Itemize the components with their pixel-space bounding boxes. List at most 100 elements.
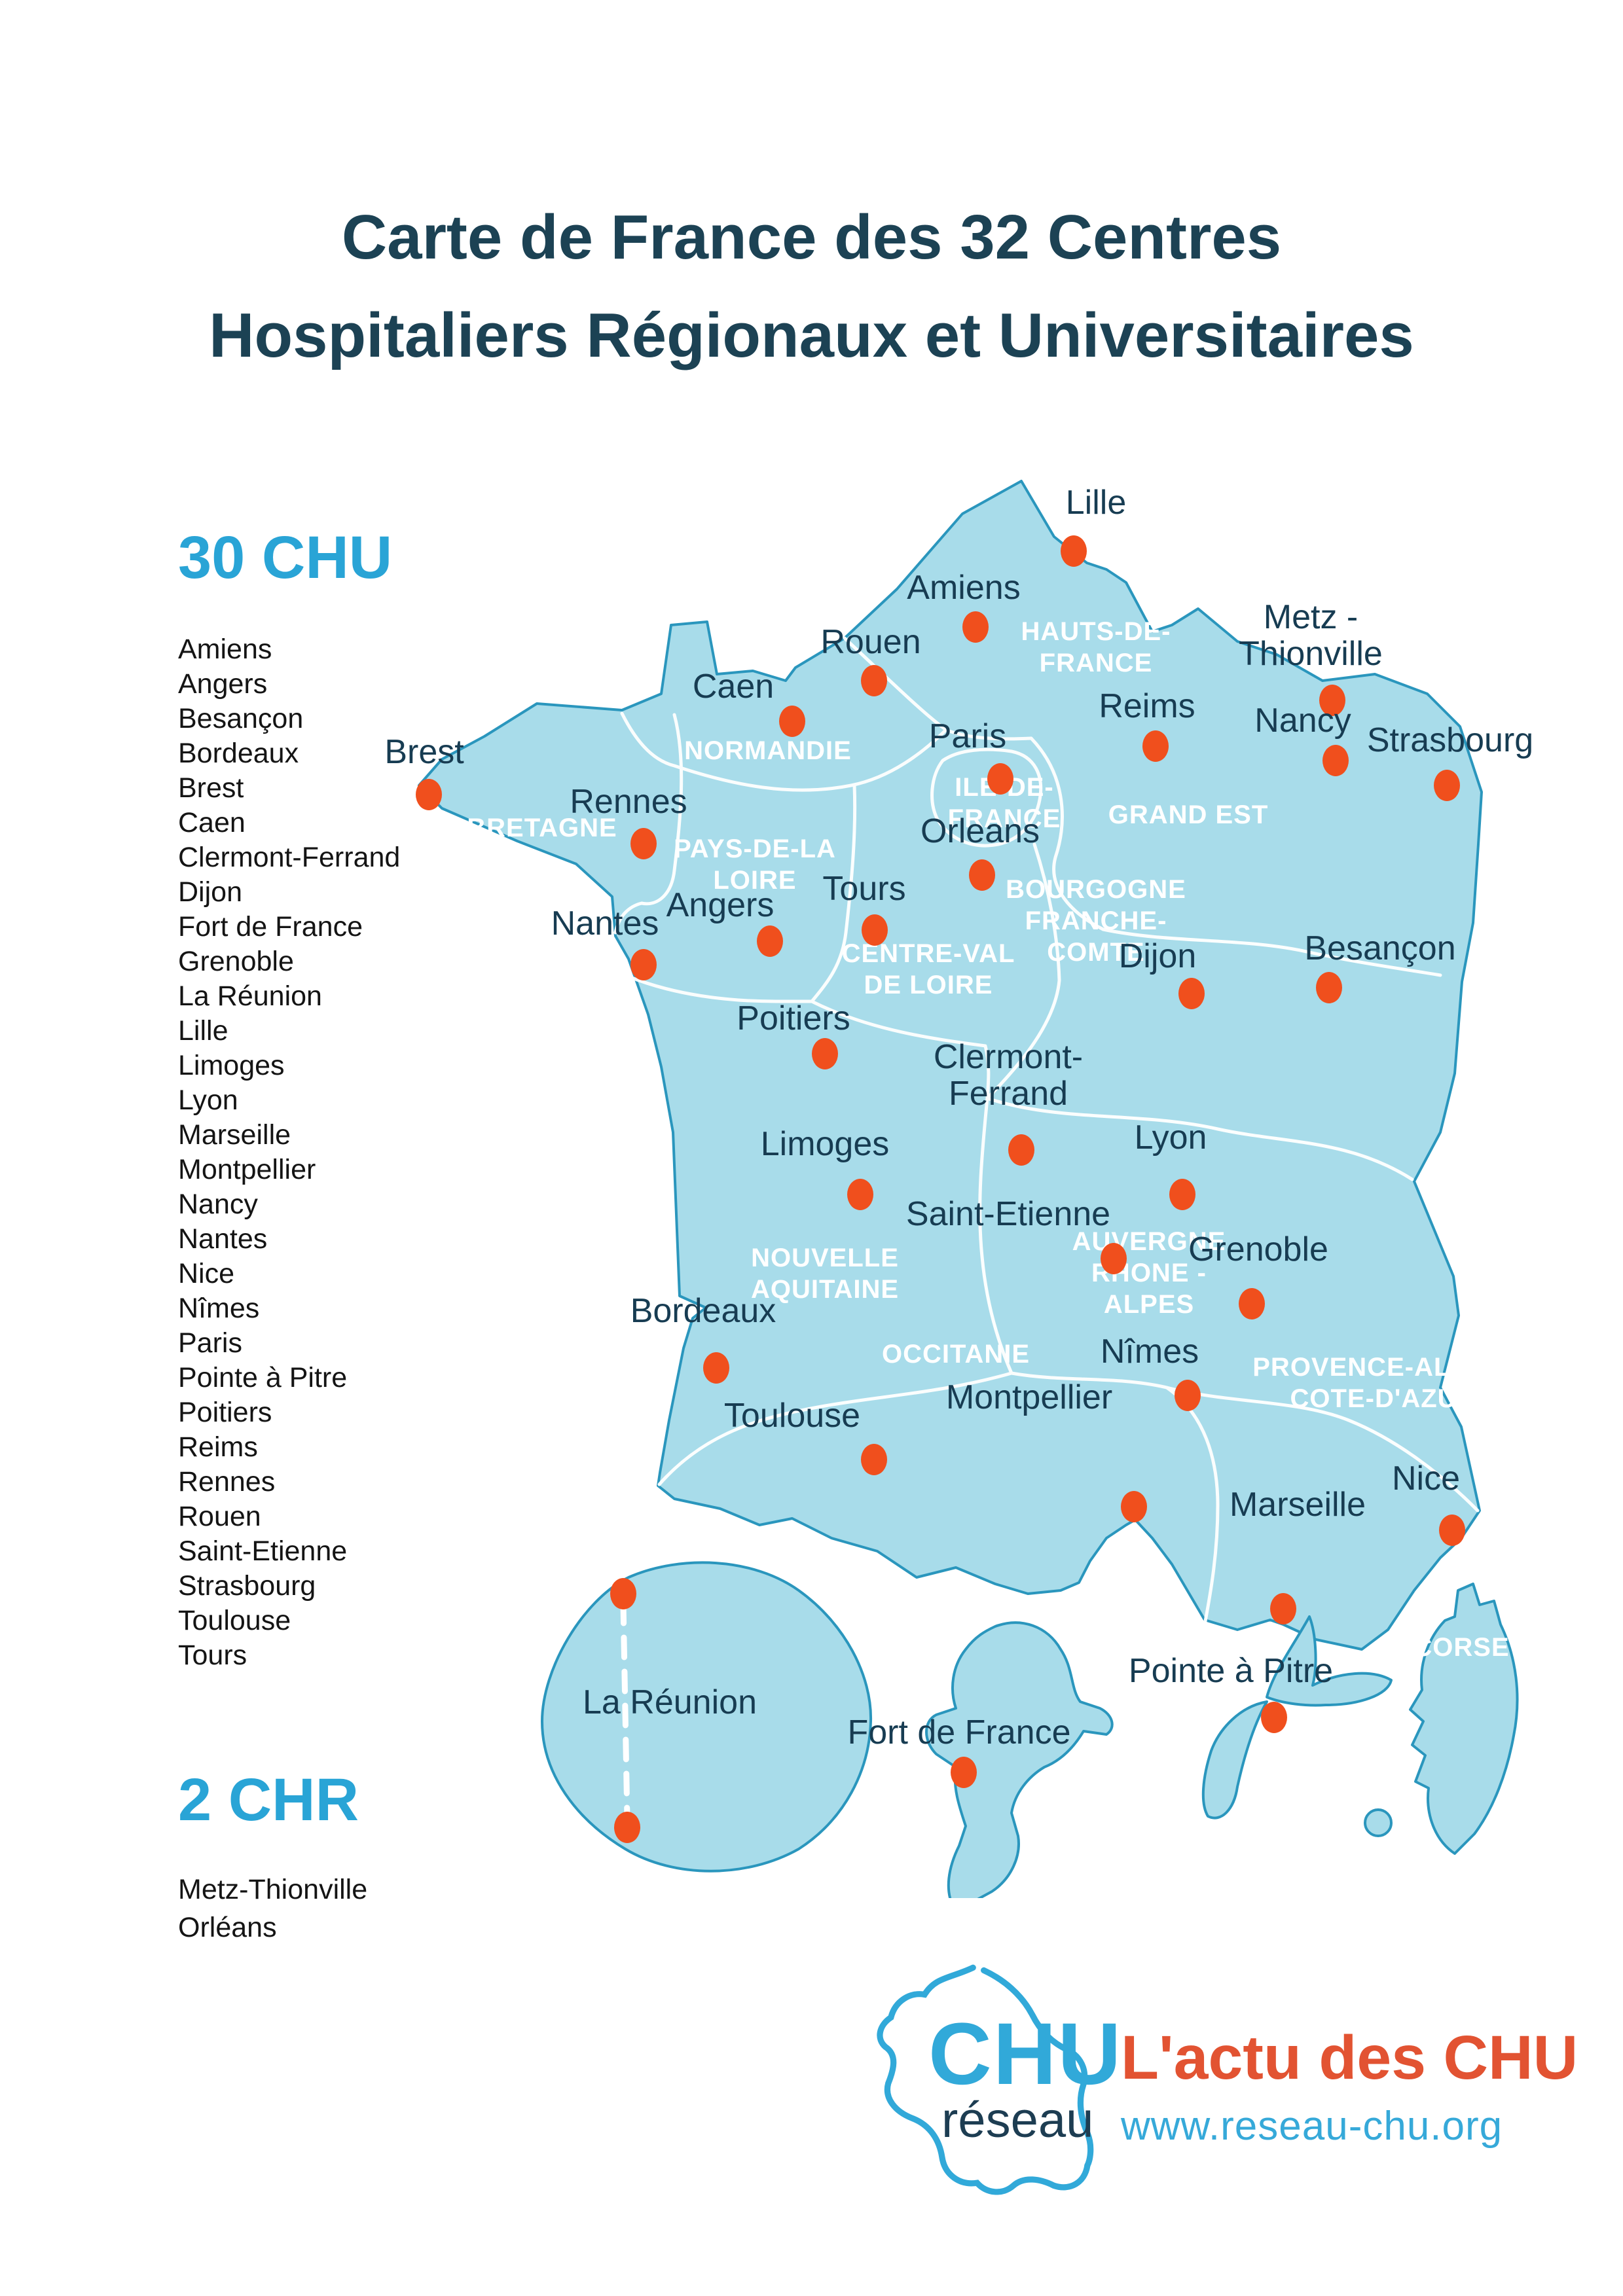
- map-city-dot-pointe-a-pitre: [1261, 1702, 1287, 1733]
- guadeloupe-east-lobe-shape: [1266, 1615, 1393, 1707]
- map-city-dot-dijon: [1178, 978, 1205, 1009]
- map-city-label-pointe-a-pitre: Pointe à Pitre: [1129, 1652, 1333, 1690]
- chu-city-list-item: Amiens: [178, 634, 272, 665]
- logo-website-url[interactable]: www.reseau-chu.org: [1121, 2104, 1503, 2149]
- map-city-label-tours: Tours: [822, 870, 905, 908]
- map-city-dot-angers: [757, 925, 783, 957]
- region-label-normandie: NORMANDIE: [684, 736, 852, 765]
- map-city-label-nancy: Nancy: [1254, 702, 1351, 740]
- map-city-dot-paris: [987, 763, 1013, 795]
- map-city-label-brest: Brest: [384, 733, 464, 771]
- map-city-label-poitiers: Poitiers: [737, 999, 850, 1037]
- region-borders: [613, 636, 1480, 1626]
- map-city-label-limoges: Limoges: [761, 1125, 890, 1163]
- france-map: HAUTS-DE-FRANCE NORMANDIE BRETAGNE PAYS-DE-…: [384, 480, 1533, 1912]
- map-city-dot-rouen: [861, 665, 887, 696]
- map-city-label-rouen: Rouen: [820, 623, 921, 661]
- chr-city-list: Metz-Thionville Orléans: [178, 1871, 367, 1946]
- map-city-dot2-la-reunion: [614, 1812, 640, 1843]
- map-city-label-nice: Nice: [1392, 1460, 1460, 1498]
- france-mainland-shape: [418, 480, 1483, 1651]
- chu-city-list-item: Rouen: [178, 1501, 261, 1532]
- map-city-label-bordeaux: Bordeaux: [630, 1292, 776, 1330]
- map-city-label-orleans: Orleans: [921, 812, 1040, 850]
- city-labels-layer: Lille Amiens Rouen Caen Metz -Thionville Reim…: [384, 484, 1533, 1751]
- chu-city-list-item: Saint-Etienne: [178, 1535, 348, 1567]
- chu-city-list-item: Lille: [178, 1015, 228, 1047]
- chu-city-list-item: Nîmes: [178, 1293, 260, 1324]
- chu-city-list-item: Pointe à Pitre: [178, 1362, 348, 1393]
- map-city-dot-lille: [1061, 535, 1087, 567]
- chu-city-list-item: Grenoble: [178, 946, 294, 977]
- chu-city-list-item: Toulouse: [178, 1605, 291, 1636]
- map-city-dot-grenoble: [1239, 1288, 1265, 1319]
- map-city-label-metz-thionville: Metz -Thionville: [1239, 598, 1383, 673]
- logo-france-outline-west: [877, 1964, 1091, 2195]
- map-city-label-clermont-ferrand: Clermont-Ferrand: [934, 1038, 1083, 1113]
- city-dots-layer: [416, 535, 1465, 1843]
- map-city-dot-poitiers: [812, 1038, 838, 1069]
- map-city-dot-fort-de-france: [951, 1757, 977, 1788]
- logo-tagline: L'actu des CHU: [1121, 2023, 1578, 2092]
- region-label-pays-de-la-loire: PAYS-DE-LA LOIRE: [674, 834, 836, 895]
- map-city-label-nantes: Nantes: [551, 905, 659, 942]
- map-city-label-montpellier: Montpellier: [946, 1378, 1112, 1416]
- map-city-dot-strasbourg: [1434, 770, 1460, 801]
- map-city-label-la-reunion: La Réunion: [583, 1683, 757, 1721]
- chu-city-list-item: Besançon: [178, 703, 304, 734]
- region-label-occitanie: OCCITANIE: [882, 1340, 1030, 1369]
- map-city-label-saint-etienne: Saint-Etienne: [906, 1195, 1110, 1233]
- guadeloupe-islet-shape: [1364, 1808, 1393, 1837]
- map-city-label-grenoble: Grenoble: [1188, 1230, 1328, 1268]
- map-city-dot-lyon: [1169, 1179, 1195, 1210]
- chu-city-list-item: Nice: [178, 1258, 235, 1289]
- map-city-dot-montpellier: [1121, 1491, 1147, 1522]
- region-label-bourgogne-franche-comte: BOURGOGNE FRANCHE-COMTE: [1006, 875, 1186, 967]
- region-label-bretagne: BRETAGNE: [467, 814, 617, 842]
- map-city-dot-marseille: [1270, 1593, 1296, 1624]
- chu-city-list: Amiens Angers Besançon Bordeaux Brest Caen Cle…: [178, 632, 400, 1673]
- map-city-label-rennes: Rennes: [570, 783, 687, 821]
- chu-city-list-item: Angers: [178, 668, 268, 700]
- chu-city-list-item: Reims: [178, 1431, 258, 1463]
- france-map-container: HAUTS-DE-FRANCE NORMANDIE BRETAGNE PAYS-DE-…: [367, 478, 1597, 1912]
- chr-city-list-item: Metz-Thionville: [178, 1874, 368, 1905]
- map-city-label-strasbourg: Strasbourg: [1367, 721, 1533, 759]
- map-city-dot-nantes: [630, 949, 657, 980]
- map-city-dot-la-reunion: [610, 1578, 636, 1609]
- chu-city-list-item: Poitiers: [178, 1397, 272, 1428]
- map-city-dot-brest: [416, 779, 442, 810]
- chu-city-list-item: Nancy: [178, 1189, 258, 1220]
- map-city-label-amiens: Amiens: [907, 569, 1020, 607]
- map-city-label-fort-de-france: Fort de France: [847, 1713, 1070, 1751]
- chu-city-list-item: Lyon: [178, 1085, 238, 1116]
- region-label-provence-alpes-cote-d-azur: PROVENCE-ALPES-COTE-D'AZUR: [1252, 1353, 1514, 1413]
- map-city-dot-rennes: [630, 828, 657, 859]
- map-city-dot-limoges: [847, 1179, 873, 1210]
- map-city-dot-tours: [862, 914, 888, 946]
- logo-france-outline-east: [981, 1967, 1094, 2169]
- map-city-label-lille: Lille: [1066, 484, 1127, 522]
- martinique-island-shape: [925, 1621, 1114, 1912]
- chu-city-list-item: Strasbourg: [178, 1570, 316, 1602]
- chu-city-list-item: Montpellier: [178, 1154, 316, 1185]
- chu-city-list-item: La Réunion: [178, 980, 322, 1012]
- chu-city-list-item: Tours: [178, 1640, 247, 1671]
- page-title-line1: Carte de France des 32 Centres: [341, 202, 1282, 272]
- region-label-hauts-de-france: HAUTS-DE-FRANCE: [1021, 617, 1171, 677]
- logo-brand-chu: CHU: [928, 2005, 1123, 2103]
- map-city-dot-amiens: [962, 611, 989, 643]
- map-city-dot-nice: [1439, 1515, 1465, 1546]
- map-city-dot-bordeaux: [703, 1352, 729, 1384]
- chr-city-list-item: Orléans: [178, 1912, 277, 1943]
- chu-city-list-item: Rennes: [178, 1466, 276, 1498]
- chu-city-list-item: Marseille: [178, 1119, 291, 1151]
- region-label-grand-est: GRAND EST: [1108, 800, 1269, 829]
- map-city-dot-toulouse: [861, 1444, 887, 1475]
- logo-text-block: L'actu des CHU www.reseau-chu.org: [1121, 2022, 1579, 2149]
- map-city-label-caen: Caen: [693, 668, 774, 706]
- corse-island-shape: [1409, 1583, 1519, 1855]
- region-label-nouvelle-aquitaine: NOUVELLE AQUITAINE: [751, 1244, 899, 1304]
- chu-city-list-item: Limoges: [178, 1050, 285, 1081]
- map-city-label-lyon: Lyon: [1135, 1119, 1207, 1157]
